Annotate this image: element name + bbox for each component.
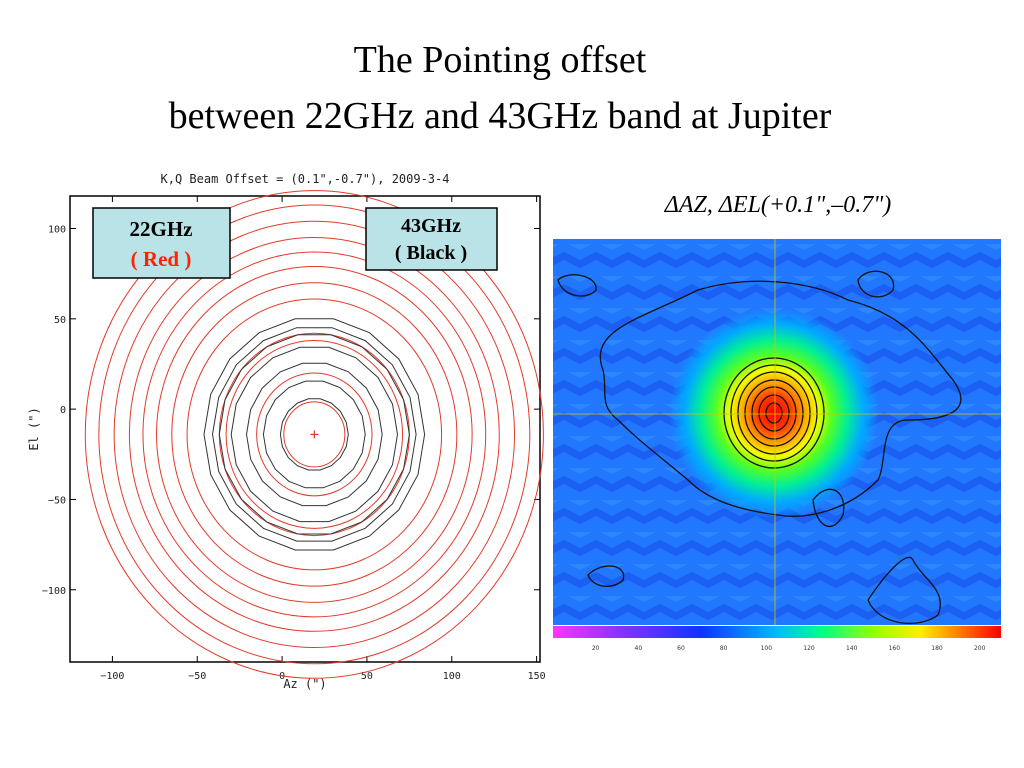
black-contour — [245, 362, 383, 507]
colorbar-tick: 40 — [635, 645, 643, 652]
y-tick-label: 50 — [54, 315, 66, 326]
y-axis-ticks: −100 −50 0 50 100 — [42, 225, 540, 597]
colorbar-tick: 100 — [761, 645, 773, 652]
black-band-label-box — [365, 207, 498, 271]
black-band-color-note: ( Black ) — [395, 242, 467, 264]
x-tick-label: 50 — [361, 671, 373, 682]
red-contour — [256, 372, 373, 497]
red-contour — [225, 339, 404, 529]
colorbar-tick: 60 — [677, 645, 685, 652]
heatmap-colorbar — [553, 626, 1001, 638]
red-contour — [84, 190, 544, 679]
y-tick-label: 100 — [48, 225, 66, 236]
slide-title-line-2: between 22GHz and 43GHz band at Jupiter — [168, 95, 832, 137]
colorbar-tick: 180 — [931, 645, 943, 652]
black-contour — [203, 318, 426, 551]
x-tick-label: −100 — [100, 671, 124, 682]
colorbar-tick: 160 — [889, 645, 901, 652]
y-tick-label: −100 — [42, 586, 66, 597]
colorbar-tick: 80 — [720, 645, 728, 652]
red-band-label-box — [92, 207, 231, 279]
colorbar-tick: 120 — [803, 645, 815, 652]
red-contour — [142, 251, 487, 618]
slide-title-line-1: The Pointing offset — [353, 39, 647, 81]
x-axis-label: Az (") — [283, 677, 326, 691]
black-contour — [262, 380, 366, 489]
black-contour — [211, 327, 417, 542]
heatmap-image — [553, 239, 1001, 625]
red-contour — [186, 298, 443, 571]
red-contour — [113, 220, 516, 649]
x-tick-label: 0 — [279, 671, 285, 682]
red-contour — [98, 204, 531, 665]
x-tick-label: 100 — [443, 671, 461, 682]
red-contour — [171, 282, 458, 587]
heatmap-title: ΔAZ, ΔEL(+0.1",–0.7") — [664, 192, 892, 218]
red-contour — [128, 237, 500, 632]
black-band-label: 43GHz — [401, 215, 461, 237]
y-tick-label: −50 — [48, 495, 66, 506]
contour-chart-title: K,Q Beam Offset = (0.1",-0.7"), 2009-3-4 — [161, 172, 450, 186]
black-contour — [218, 334, 410, 535]
colorbar-tick: 20 — [592, 645, 600, 652]
black-contour — [279, 398, 349, 471]
beam-center-marker — [310, 430, 319, 439]
colorbar-tick-labels: 20 40 60 80 100 120 140 160 180 200 — [592, 645, 986, 652]
red-band-label: 22GHz — [130, 217, 193, 241]
colorbar-tick: 140 — [846, 645, 858, 652]
red-contour-group — [84, 190, 544, 679]
red-contour — [156, 265, 473, 603]
x-tick-label: −50 — [188, 671, 206, 682]
jupiter-heatmap-chart: ΔAZ, ΔEL(+0.1",–0.7") 20 40 60 80 100 120 140 1… — [553, 192, 1001, 652]
x-tick-label: 150 — [528, 671, 546, 682]
colorbar-tick: 200 — [974, 645, 986, 652]
red-band-color-note: ( Red ) — [131, 247, 192, 271]
black-contour-group — [203, 318, 426, 551]
beam-offset-contour-chart: K,Q Beam Offset = (0.1",-0.7"), 2009-3-4… — [27, 172, 546, 691]
y-axis-label: El (") — [27, 407, 41, 450]
y-tick-label: 0 — [60, 405, 66, 416]
black-contour — [230, 346, 399, 523]
red-contour — [283, 401, 346, 468]
